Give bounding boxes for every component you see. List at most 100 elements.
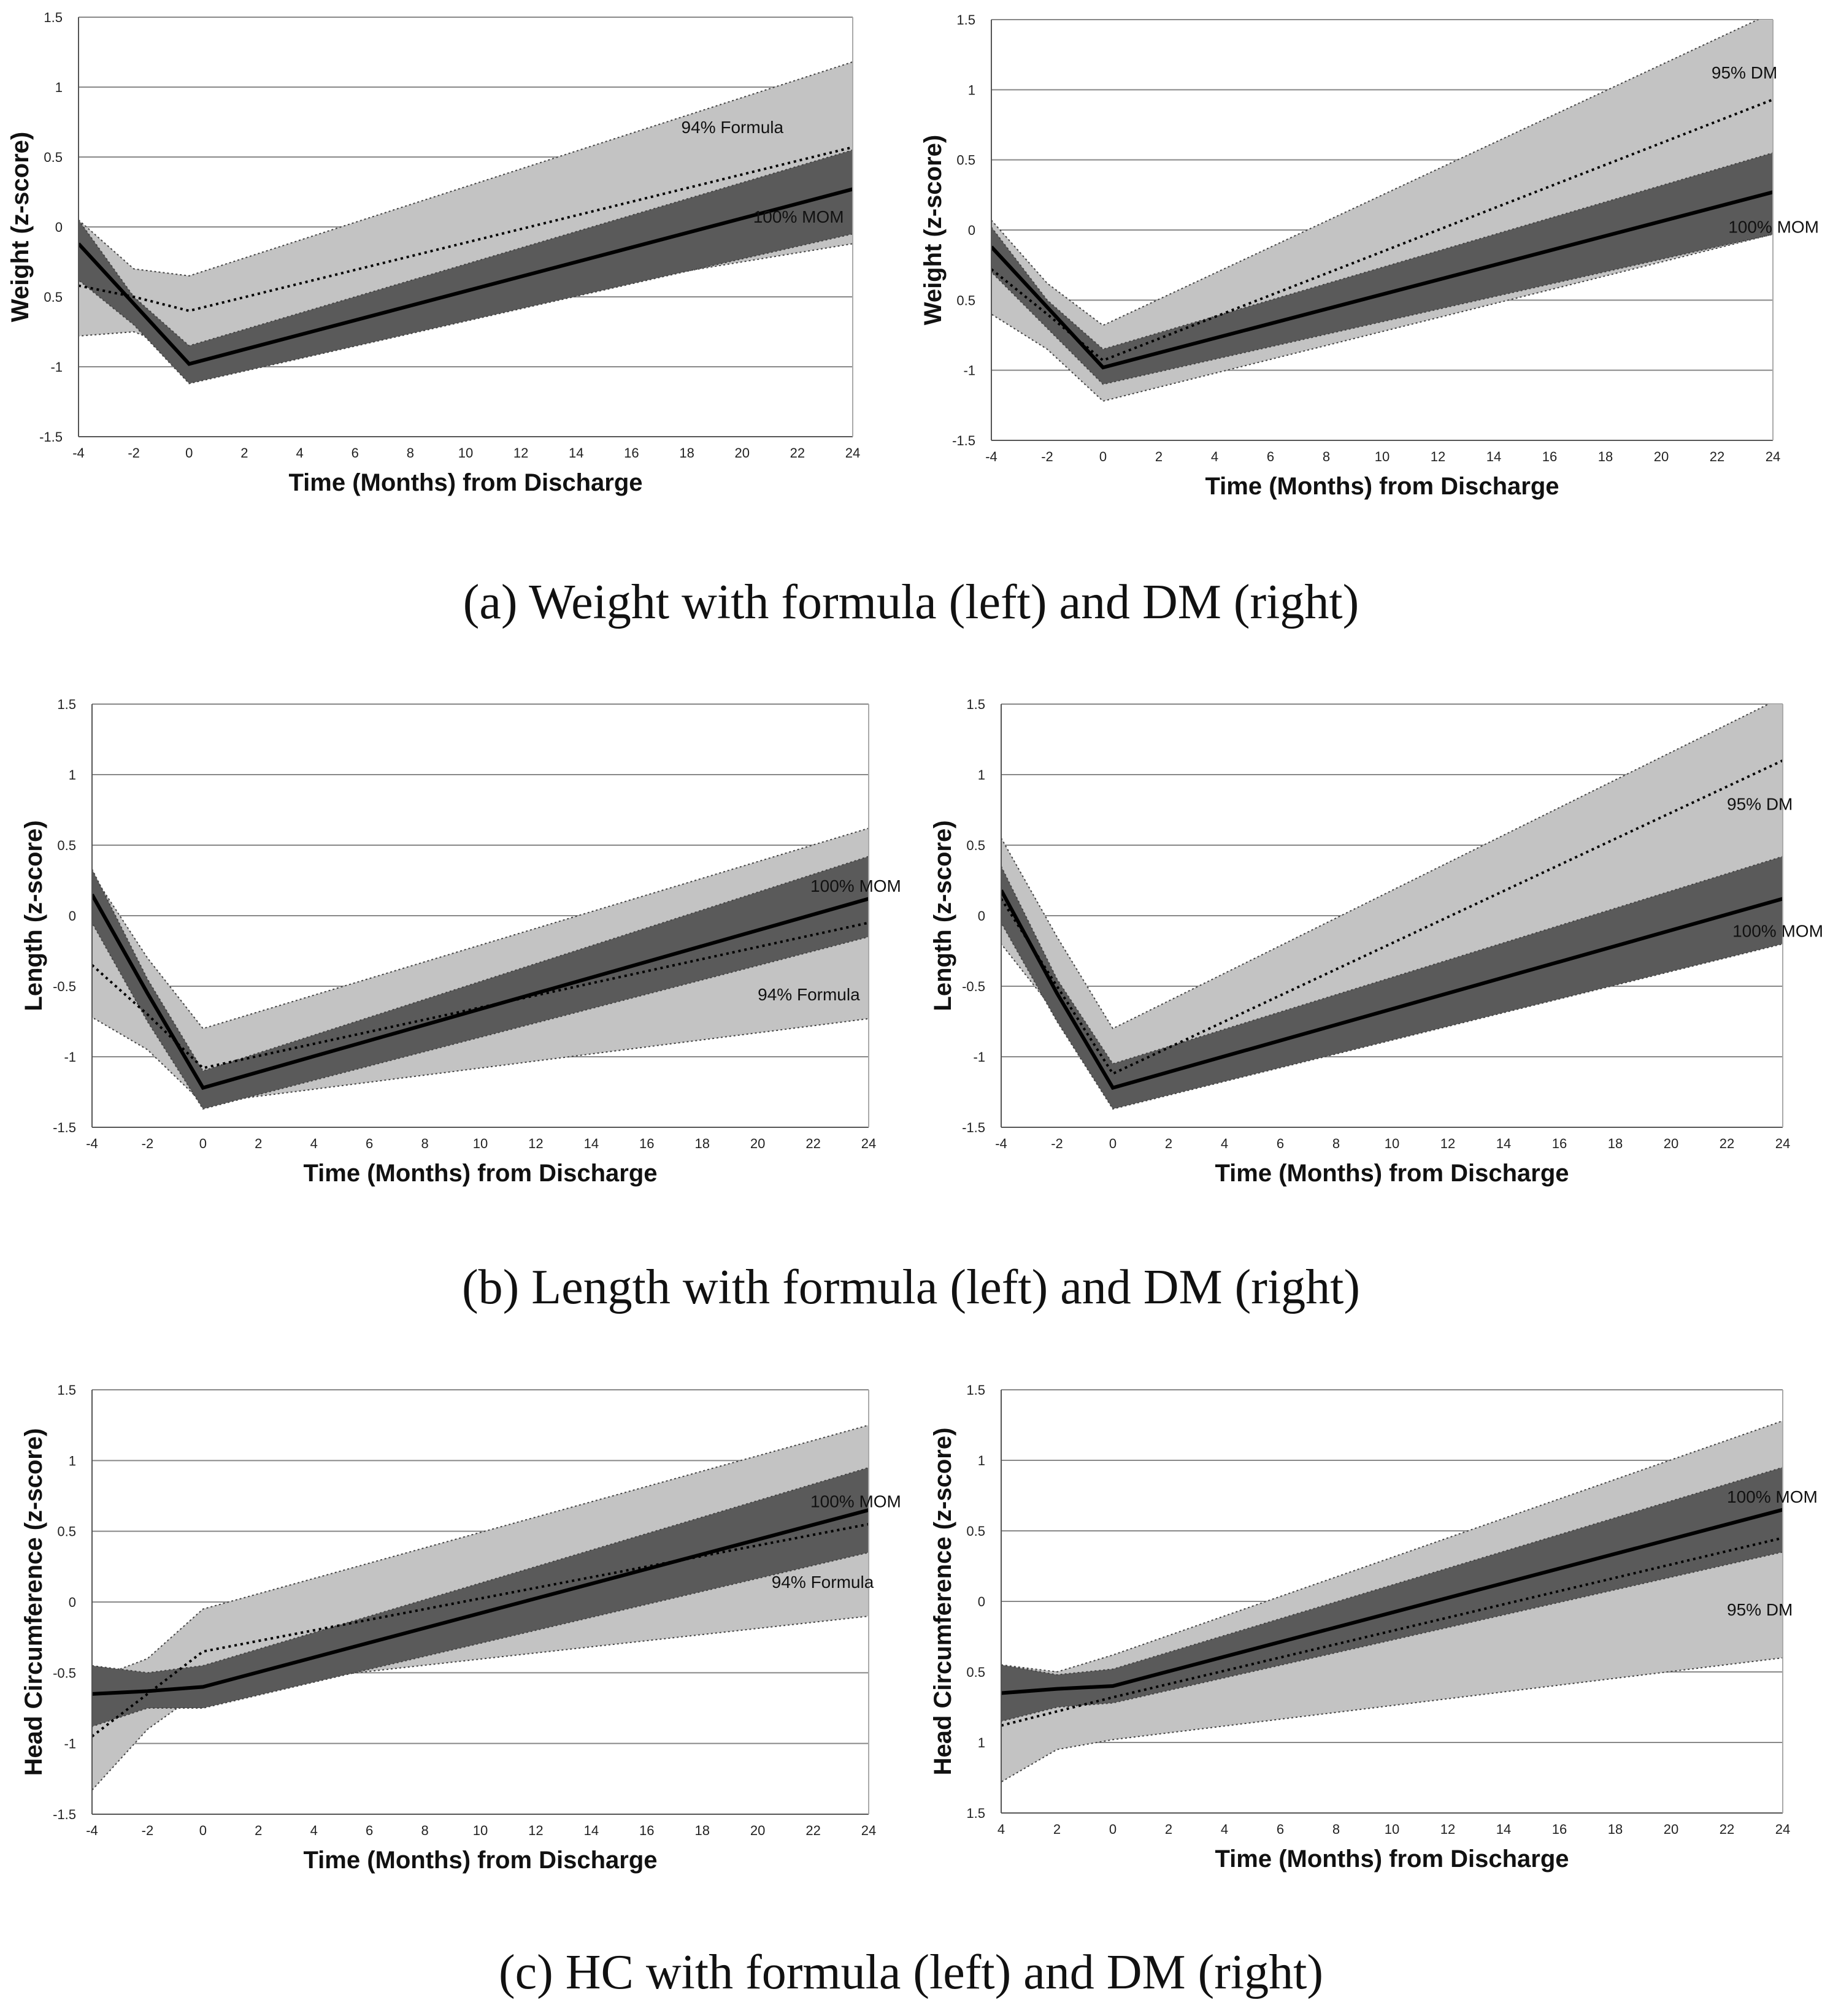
x-tick-label: -4 — [995, 1136, 1007, 1151]
x-tick-label: 10 — [1375, 449, 1390, 464]
x-tick-label: 2 — [255, 1823, 262, 1838]
x-tick-label: -2 — [128, 445, 140, 461]
annotation-label: 100% MOM — [753, 207, 844, 226]
y-tick-label: 1 — [69, 1453, 76, 1468]
x-tick-label: 16 — [639, 1136, 654, 1151]
x-tick-label: 6 — [1267, 449, 1274, 464]
x-tick-label: 24 — [1775, 1136, 1790, 1151]
y-tick-label: -0.5 — [53, 1665, 76, 1681]
x-tick-label: 20 — [750, 1136, 765, 1151]
x-tick-label: 16 — [639, 1823, 654, 1838]
x-tick-label: 4 — [1221, 1136, 1228, 1151]
y-tick-label: 0.5 — [956, 153, 975, 168]
x-tick-label: 16 — [1542, 449, 1557, 464]
x-tick-label: -2 — [1041, 449, 1053, 464]
y-tick-label: 1 — [55, 80, 63, 95]
x-axis-title: Time (Months) from Discharge — [1215, 1845, 1569, 1872]
x-tick-label: -2 — [142, 1823, 154, 1838]
x-tick-label: 22 — [790, 445, 805, 461]
annotation-label: 95% DM — [1727, 795, 1793, 814]
y-tick-label: 1 — [978, 1453, 985, 1468]
x-tick-label: 8 — [1332, 1136, 1340, 1151]
x-tick-label: 10 — [473, 1823, 488, 1838]
annotation-label: 100% MOM — [810, 876, 901, 895]
y-tick-label: 0 — [55, 220, 63, 235]
x-tick-label: 14 — [1496, 1136, 1511, 1151]
y-tick-label: -1.5 — [39, 429, 63, 445]
x-tick-label: 22 — [1720, 1136, 1734, 1151]
x-tick-label: 14 — [584, 1823, 599, 1838]
y-tick-label: 1 — [978, 767, 985, 783]
annotation-label: 100% MOM — [1728, 218, 1819, 237]
x-tick-label: 14 — [1496, 1822, 1511, 1837]
x-tick-label: 6 — [1277, 1822, 1284, 1837]
y-tick-label: 0 — [968, 223, 975, 238]
y-tick-label: 0.5 — [966, 838, 985, 853]
x-tick-label: 16 — [624, 445, 639, 461]
y-tick-label: 1.5 — [966, 697, 985, 712]
x-tick-label: 18 — [679, 445, 694, 461]
y-tick-label: 1 — [968, 82, 975, 98]
y-tick-label: -1.5 — [962, 1120, 985, 1135]
y-tick-label: 1.5 — [57, 1382, 76, 1398]
y-tick-label: -1 — [64, 1049, 76, 1065]
y-tick-label: 0 — [69, 908, 76, 924]
y-tick-label: 0.5 — [57, 838, 76, 853]
band-comparison — [92, 827, 869, 1104]
caption-a: (a) Weight with formula (left) and DM (r… — [463, 575, 1359, 629]
x-tick-label: 12 — [1431, 449, 1445, 464]
band-comparison — [991, 20, 1773, 402]
x-tick-label: 0 — [185, 445, 193, 461]
band-comparison — [1001, 704, 1783, 1105]
x-tick-label: 24 — [861, 1823, 876, 1838]
x-tick-label: 20 — [1654, 449, 1669, 464]
band-mom — [1001, 856, 1783, 1110]
annotation-label: 95% DM — [1712, 63, 1777, 82]
x-tick-label: 10 — [458, 445, 473, 461]
x-tick-label: 14 — [1486, 449, 1501, 464]
x-tick-label: 0 — [1109, 1136, 1117, 1151]
chart-length-dm: -4 -2 0 2 4 6 8 10 12 14 16 18 20 22 241.510.50-0.5-1-… — [929, 697, 1822, 1187]
x-tick-label: 0 — [1099, 449, 1107, 464]
y-axis-title: Length (z-score) — [929, 820, 956, 1011]
x-tick-label: 0 — [199, 1823, 207, 1838]
x-tick-label: -4 — [86, 1823, 98, 1838]
y-tick-label: -1 — [64, 1736, 76, 1752]
chart-weight-formula: -4 -2 0 2 4 6 8 10 12 14 16 18 20 22 241.510.500.5-1-1… — [7, 10, 860, 496]
x-axis-title: Time (Months) from Discharge — [1205, 473, 1559, 500]
x-tick-label: 6 — [366, 1823, 373, 1838]
band-mom — [1001, 1466, 1783, 1722]
annotation-label: 95% DM — [1727, 1600, 1793, 1619]
y-axis-title: Weight (z-score) — [920, 135, 947, 325]
y-tick-label: 0 — [978, 1594, 985, 1609]
annotation-label: 94% Formula — [758, 985, 860, 1004]
y-tick-label: 0 — [978, 908, 985, 924]
y-tick-label: -0.5 — [962, 979, 985, 994]
x-tick-label: -2 — [1051, 1136, 1063, 1151]
x-tick-label: 24 — [1775, 1822, 1790, 1837]
x-tick-label: 20 — [734, 445, 749, 461]
x-tick-label: 20 — [1664, 1136, 1678, 1151]
band-mom — [92, 856, 869, 1110]
x-tick-label: 4 — [997, 1822, 1005, 1837]
x-tick-label: 2 — [255, 1136, 262, 1151]
x-tick-label: 2 — [1165, 1136, 1172, 1151]
annotation-label: 100% MOM — [1732, 922, 1822, 941]
caption-c: (c) HC with formula (left) and DM (right… — [499, 1945, 1323, 1999]
y-tick-label: 1.5 — [966, 1806, 985, 1821]
series-line-mom — [92, 1508, 869, 1696]
y-tick-label: -1.5 — [952, 433, 975, 448]
x-tick-label: 14 — [569, 445, 583, 461]
x-tick-label: 4 — [1211, 449, 1218, 464]
y-tick-label: 1.5 — [956, 12, 975, 28]
x-tick-label: 6 — [1277, 1136, 1284, 1151]
x-tick-label: -2 — [142, 1136, 154, 1151]
x-tick-label: 2 — [1053, 1822, 1061, 1837]
y-tick-label: 0.5 — [44, 150, 63, 165]
x-tick-label: 8 — [407, 445, 414, 461]
x-tick-label: 20 — [750, 1823, 765, 1838]
x-tick-label: 24 — [861, 1136, 876, 1151]
y-axis-title: Weight (z-score) — [7, 132, 34, 322]
band-mom — [991, 152, 1773, 385]
x-axis-title: Time (Months) from Discharge — [1215, 1160, 1569, 1187]
